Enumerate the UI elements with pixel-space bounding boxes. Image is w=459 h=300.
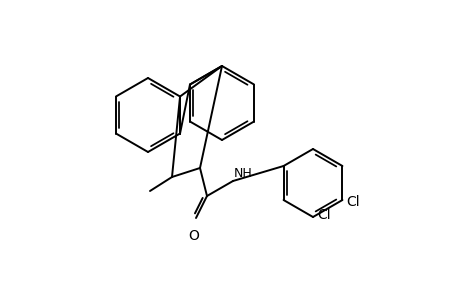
Text: O: O: [188, 229, 199, 243]
Text: NH: NH: [234, 167, 252, 180]
Text: Cl: Cl: [316, 208, 330, 222]
Text: Cl: Cl: [346, 195, 359, 209]
